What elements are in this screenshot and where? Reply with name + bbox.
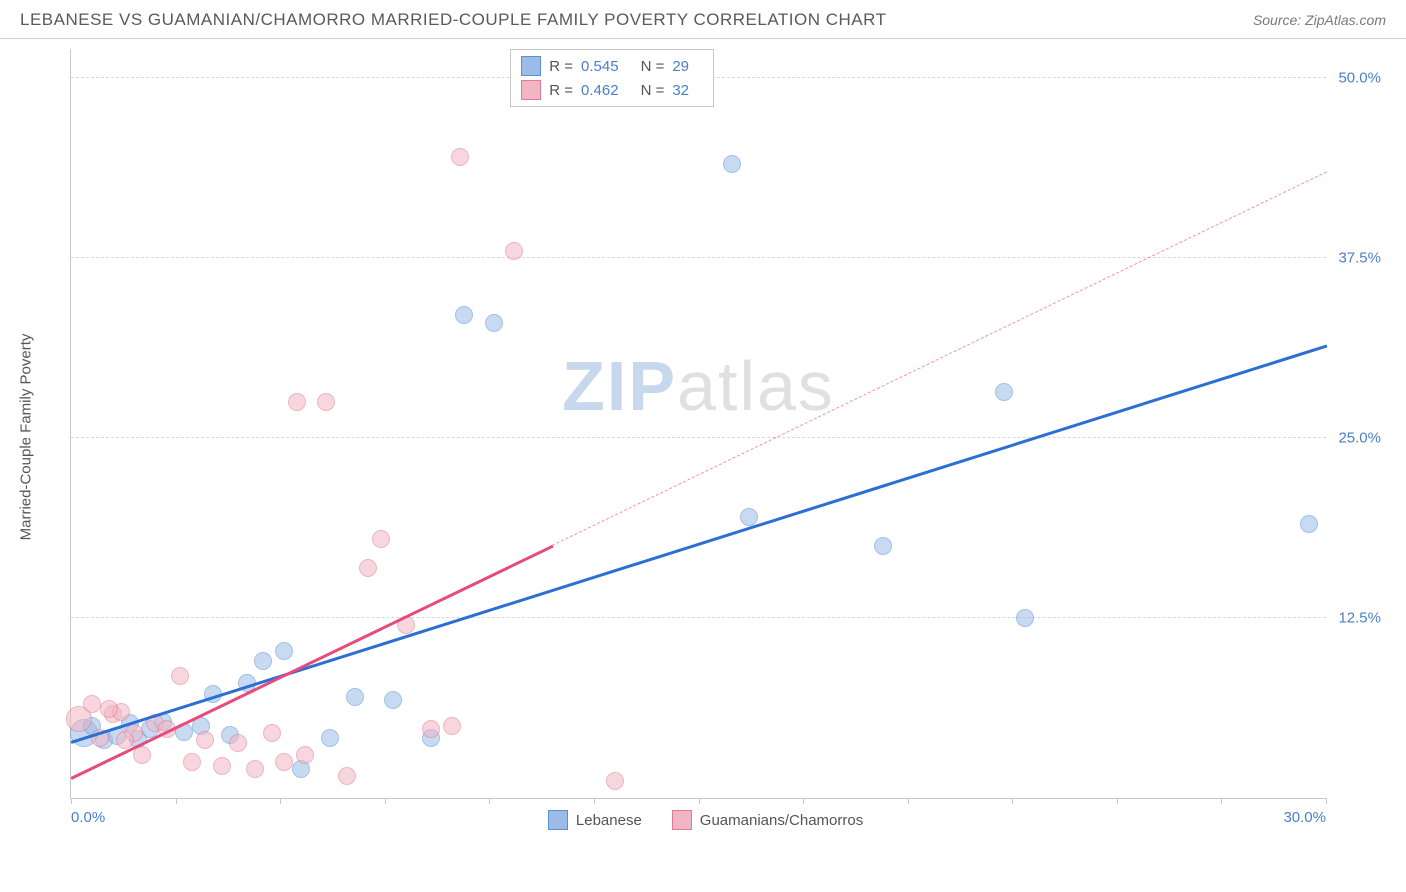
r-label-1: R = [549,58,573,75]
data-point [422,720,440,738]
gridline [71,437,1326,438]
y-axis-title: Married-Couple Family Poverty [18,333,35,540]
data-point [359,559,377,577]
y-tick-label: 37.5% [1338,249,1381,266]
y-tick-label: 12.5% [1338,609,1381,626]
source-name: ZipAtlas.com [1305,12,1386,28]
scatter-plot: ZIPatlas R = 0.545 N = 29 R = 0.462 N = … [70,49,1326,799]
r-label-2: R = [549,82,573,99]
data-point [740,508,758,526]
data-point [485,314,503,332]
n-value-1: 29 [672,58,689,75]
x-tick [489,798,490,804]
x-tick [280,798,281,804]
data-point [133,746,151,764]
data-point [995,383,1013,401]
legend-item-2: Guamanians/Chamorros [672,810,863,830]
stats-row-2: R = 0.462 N = 32 [521,78,703,102]
data-point [263,724,281,742]
swatch-series-2 [521,80,541,100]
x-tick [1221,798,1222,804]
data-point [723,155,741,173]
x-tick [71,798,72,804]
data-point [338,767,356,785]
watermark-atlas: atlas [677,347,835,425]
chart-title: LEBANESE VS GUAMANIAN/CHAMORRO MARRIED-C… [20,10,887,30]
swatch-guamanians [672,810,692,830]
stats-legend: R = 0.545 N = 29 R = 0.462 N = 32 [510,49,714,107]
series-legend: Lebanese Guamanians/Chamorros [548,810,863,830]
chart-header: LEBANESE VS GUAMANIAN/CHAMORRO MARRIED-C… [0,0,1406,39]
source-prefix: Source: [1253,12,1305,28]
data-point [384,691,402,709]
data-point [83,695,101,713]
data-point [229,734,247,752]
data-point [443,717,461,735]
chart-area: Married-Couple Family Poverty ZIPatlas R… [50,39,1386,834]
trend-line [70,545,553,779]
swatch-lebanese [548,810,568,830]
data-point [451,148,469,166]
legend-label-1: Lebanese [576,812,642,829]
data-point [171,667,189,685]
legend-label-2: Guamanians/Chamorros [700,812,863,829]
data-point [246,760,264,778]
n-value-2: 32 [672,82,689,99]
data-point [254,652,272,670]
data-point [606,772,624,790]
data-point [275,642,293,660]
watermark: ZIPatlas [562,346,835,426]
y-tick-label: 25.0% [1338,429,1381,446]
trend-line-dashed [552,172,1327,546]
gridline [71,617,1326,618]
trend-line [71,345,1328,744]
x-tick [908,798,909,804]
source-attribution: Source: ZipAtlas.com [1253,12,1386,28]
r-value-2: 0.462 [581,82,619,99]
data-point [1016,609,1034,627]
x-tick [803,798,804,804]
x-tick [1012,798,1013,804]
x-tick-label: 30.0% [1283,809,1326,826]
x-tick [1117,798,1118,804]
stats-row-1: R = 0.545 N = 29 [521,54,703,78]
data-point [296,746,314,764]
data-point [346,688,364,706]
data-point [874,537,892,555]
gridline [71,257,1326,258]
data-point [275,753,293,771]
x-tick [176,798,177,804]
data-point [100,700,118,718]
data-point [505,242,523,260]
data-point [372,530,390,548]
x-tick-label: 0.0% [71,809,105,826]
x-tick [385,798,386,804]
data-point [317,393,335,411]
x-tick [1326,798,1327,804]
r-value-1: 0.545 [581,58,619,75]
x-tick [699,798,700,804]
data-point [1300,515,1318,533]
y-tick-label: 50.0% [1338,69,1381,86]
data-point [455,306,473,324]
data-point [321,729,339,747]
data-point [288,393,306,411]
watermark-zip: ZIP [562,347,677,425]
x-tick [594,798,595,804]
legend-item-1: Lebanese [548,810,642,830]
swatch-series-1 [521,56,541,76]
n-label-2: N = [641,82,665,99]
n-label-1: N = [641,58,665,75]
data-point [213,757,231,775]
data-point [183,753,201,771]
data-point [196,731,214,749]
